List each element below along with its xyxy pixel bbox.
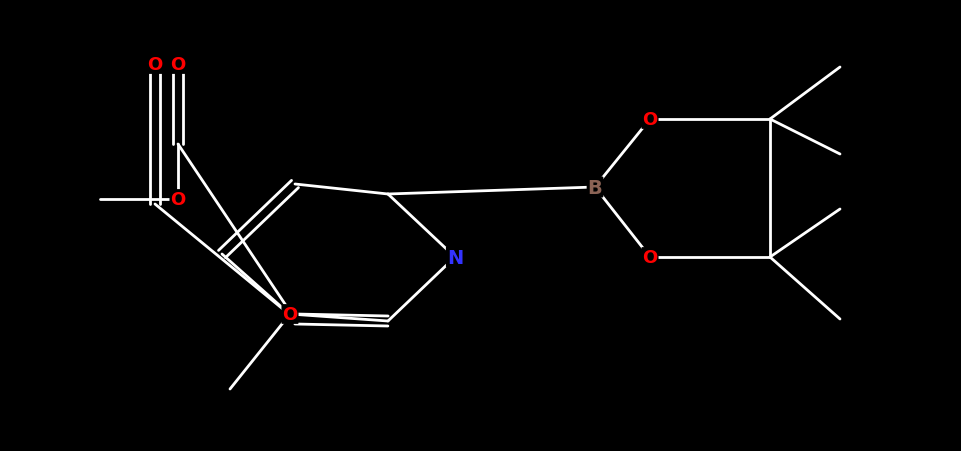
Text: N: N [447,248,463,267]
Text: B: B [587,178,603,197]
Text: O: O [642,111,657,129]
Text: O: O [283,305,298,323]
Text: O: O [170,191,185,208]
Text: O: O [170,56,185,74]
Text: O: O [147,56,162,74]
Text: O: O [642,249,657,267]
